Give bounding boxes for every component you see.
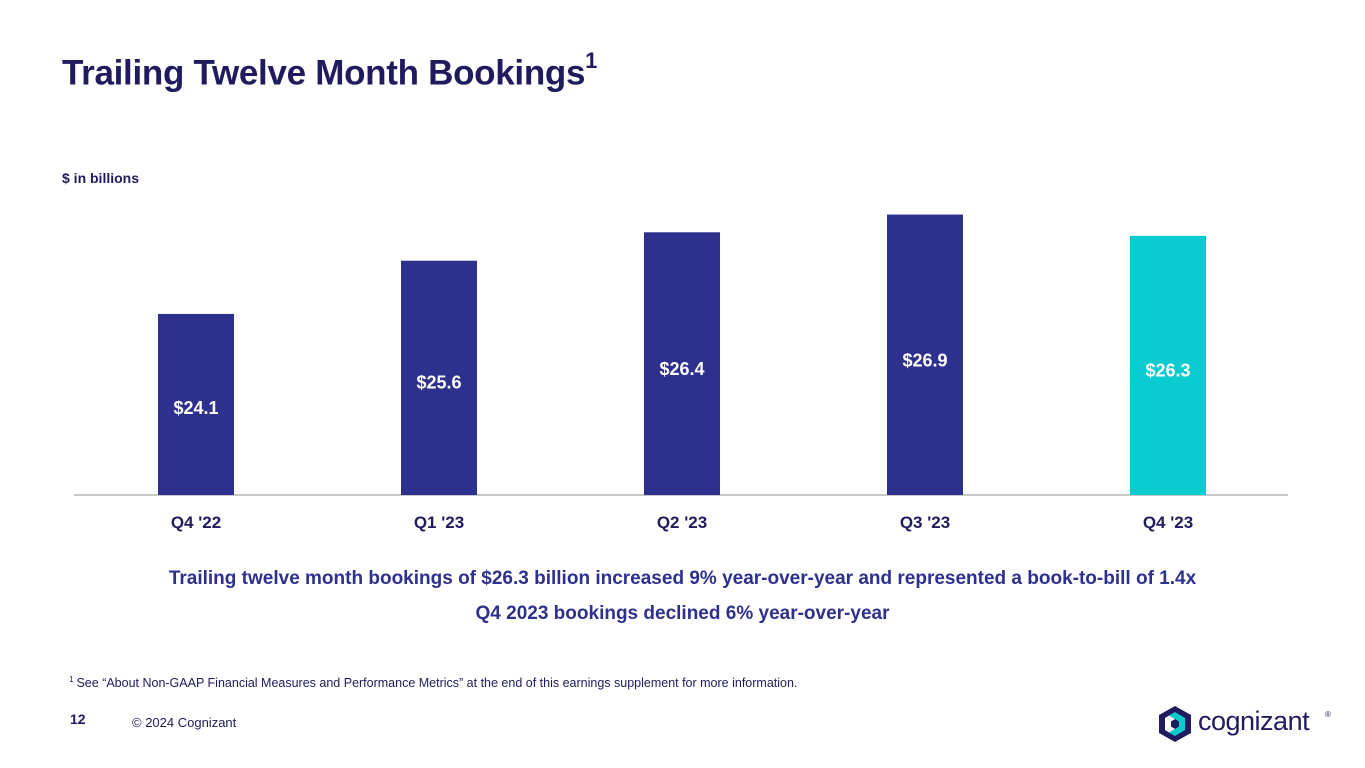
bar-4 xyxy=(1130,235,1206,495)
logo-wordmark: cognizant xyxy=(1198,706,1310,736)
cognizant-logo-icon xyxy=(1159,706,1191,742)
unit-label: $ in billions xyxy=(62,170,140,186)
bar-value-label-3: $26.9 xyxy=(902,350,947,370)
summary-line-1: Trailing twelve month bookings of $26.3 … xyxy=(168,568,1197,589)
bookings-bar-chart: $24.1 Q4 '22 $25.6 Q1 '23 $26.4 Q2 '23 $26.9 Q3… xyxy=(74,214,1288,532)
x-tick-label-3: Q3 '23 xyxy=(900,513,950,532)
bar-value-label-4: $26.3 xyxy=(1145,361,1190,381)
footnote: 1 See “About Non-GAAP Financial Measures … xyxy=(69,675,797,690)
x-tick-label-2: Q2 '23 xyxy=(657,513,707,532)
copyright: © 2024 Cognizant xyxy=(132,715,237,730)
x-tick-label-1: Q1 '23 xyxy=(414,513,464,532)
summary-line-2: Q4 2023 bookings declined 6% year-over-y… xyxy=(475,603,890,624)
bar-1 xyxy=(401,260,477,495)
bar-value-label-1: $25.6 xyxy=(416,373,461,393)
footnote-marker: 1 xyxy=(69,675,74,684)
title-footnote-marker: 1 xyxy=(585,48,598,73)
bar-0 xyxy=(158,313,234,495)
bar-value-label-0: $24.1 xyxy=(173,398,218,418)
bar-value-label-2: $26.4 xyxy=(659,359,704,379)
bar-2 xyxy=(644,232,720,496)
page-title: Trailing Twelve Month Bookings1 xyxy=(62,48,597,94)
footnote-text: See “About Non-GAAP Financial Measures a… xyxy=(76,676,798,691)
x-tick-label-0: Q4 '22 xyxy=(171,513,221,532)
logo-registered-mark: ® xyxy=(1325,710,1331,719)
page-title-text: Trailing Twelve Month Bookings xyxy=(62,53,586,93)
page-number: 12 xyxy=(70,711,86,727)
bar-3 xyxy=(887,214,963,496)
x-tick-label-4: Q4 '23 xyxy=(1143,513,1193,532)
